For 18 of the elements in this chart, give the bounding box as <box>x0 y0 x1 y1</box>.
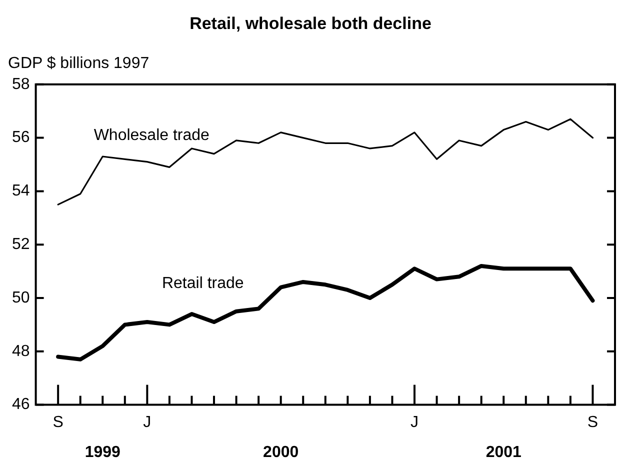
text: 2000 <box>263 444 299 461</box>
y-tick-label: 46 <box>12 396 30 414</box>
y-tick-label: 58 <box>12 76 30 93</box>
series-label: Retail trade <box>162 275 244 292</box>
text: 1999 <box>84 444 121 461</box>
y-tick-label: 48 <box>12 342 30 360</box>
y-tick-label: 50 <box>12 289 30 306</box>
x-tick-label: S <box>587 414 598 431</box>
series-label: Wholesale trade <box>94 126 210 144</box>
text: 2001 <box>486 444 522 461</box>
y-tick-label: 52 <box>12 236 30 254</box>
y-tick-label: 54 <box>12 182 30 200</box>
y-axis-title: GDP $ billions 1997 <box>8 55 150 72</box>
x-tick-label: J <box>143 414 152 431</box>
chart-title: Retail, wholesale both decline <box>190 14 432 33</box>
y-tick-label: 56 <box>12 129 30 146</box>
x-tick-label: S <box>52 414 64 431</box>
x-tick-label: J <box>410 414 419 431</box>
